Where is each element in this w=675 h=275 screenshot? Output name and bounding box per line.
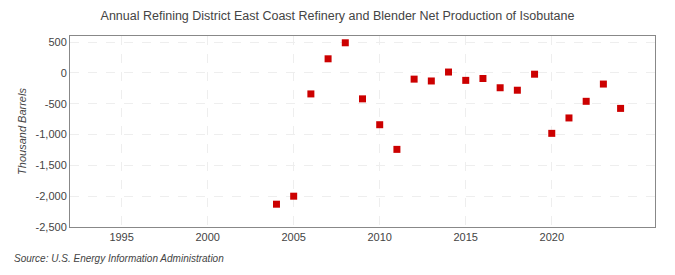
svg-text:-2,000: -2,000 [36, 190, 67, 202]
svg-text:Source: U.S. Energy Informatio: Source: U.S. Energy Information Administ… [14, 253, 224, 264]
svg-text:2020: 2020 [540, 231, 564, 243]
svg-text:Annual Refining District East: Annual Refining District East Coast Refi… [101, 9, 575, 23]
svg-text:-2,500: -2,500 [36, 221, 67, 233]
svg-text:2015: 2015 [453, 231, 477, 243]
svg-text:1995: 1995 [109, 231, 133, 243]
svg-text:-1,500: -1,500 [36, 159, 67, 171]
svg-text:500: 500 [48, 36, 66, 48]
svg-text:-1,000: -1,000 [36, 128, 67, 140]
svg-text:2000: 2000 [195, 231, 219, 243]
svg-text:0: 0 [61, 67, 67, 79]
svg-text:2010: 2010 [367, 231, 391, 243]
svg-text:-500: -500 [45, 98, 67, 110]
svg-text:Thousand Barrels: Thousand Barrels [16, 88, 28, 175]
svg-text:2005: 2005 [281, 231, 305, 243]
